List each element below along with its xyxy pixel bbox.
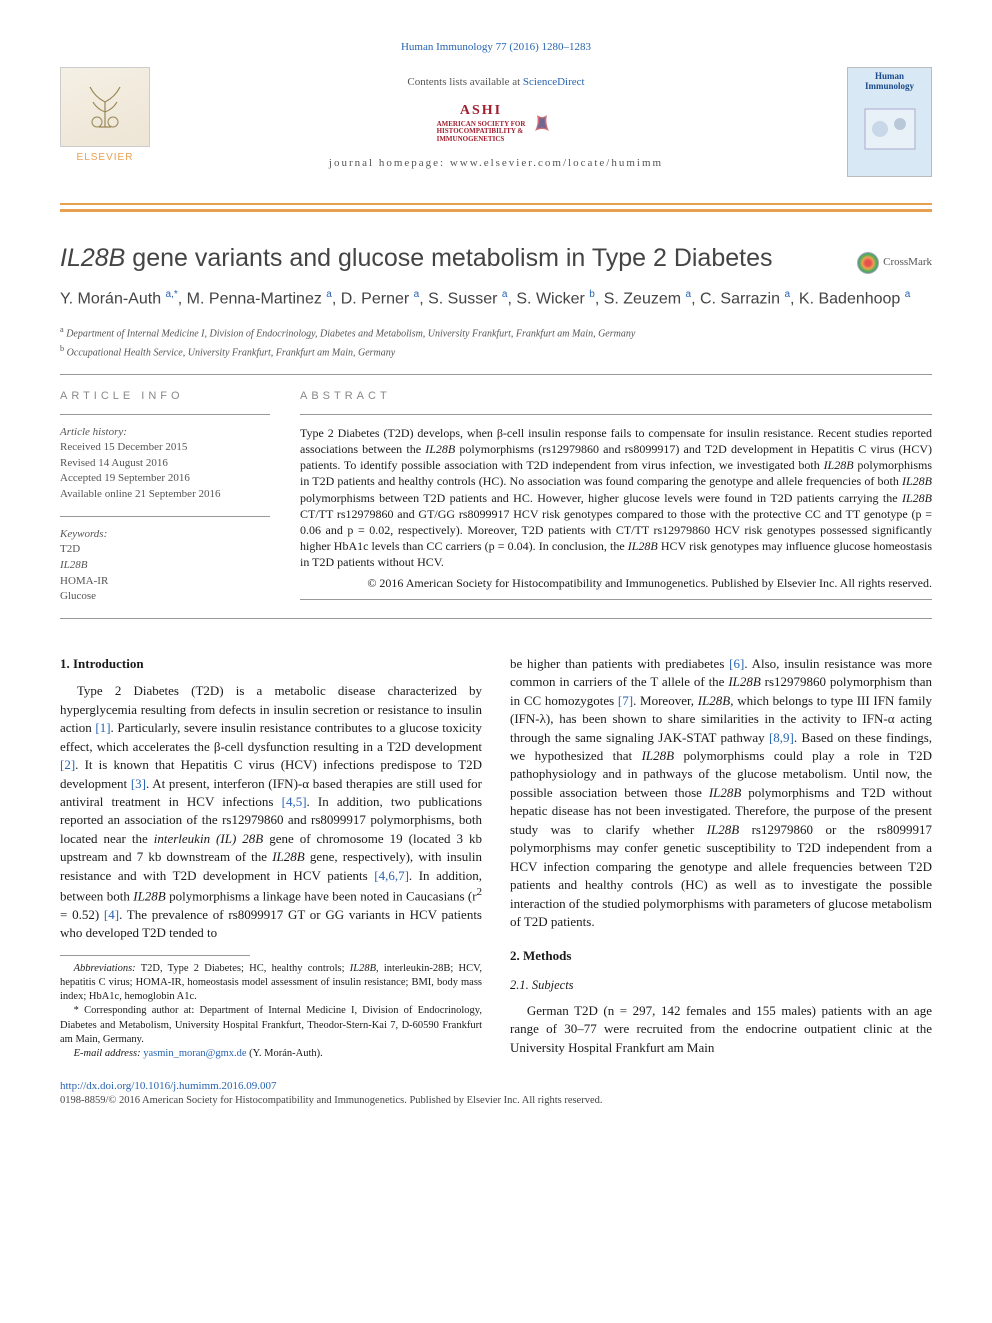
journal-cover: Human Immunology <box>847 67 932 177</box>
cover-art-icon <box>860 104 920 154</box>
contents-line: Contents lists available at ScienceDirec… <box>60 75 932 90</box>
ashi-ribbon-icon <box>529 111 555 137</box>
masthead: ELSEVIER Human Immunology Contents lists… <box>60 67 932 197</box>
history-received: Received 15 December 2015 <box>60 440 270 455</box>
affiliation-b: b Occupational Health Service, Universit… <box>60 343 932 360</box>
affiliations: a Department of Internal Medicine I, Div… <box>60 324 932 360</box>
rule-orange <box>60 209 932 212</box>
info-head: article info <box>60 389 270 404</box>
rule-top <box>60 203 932 205</box>
doi-link[interactable]: http://dx.doi.org/10.1016/j.humimm.2016.… <box>60 1080 276 1092</box>
footnote-abbrev: Abbreviations: T2D, Type 2 Diabetes; HC,… <box>60 962 482 1005</box>
footnote-rule <box>60 955 250 956</box>
ashi-logo: ASHI AMERICAN SOCIETY FOR HISTOCOMPATIBI… <box>437 102 556 146</box>
section-21-p1: German T2D (n = 297, 142 females and 155… <box>510 1002 932 1057</box>
sciencedirect-link[interactable]: ScienceDirect <box>523 76 585 88</box>
ashi-main: ASHI <box>437 102 526 121</box>
section-1-p2: be higher than patients with prediabetes… <box>510 655 932 932</box>
abstract-text: Type 2 Diabetes (T2D) develops, when β-c… <box>300 425 932 571</box>
keywords-label: Keywords: <box>60 527 270 542</box>
crossmark-icon <box>857 252 879 274</box>
section-1-p1: Type 2 Diabetes (T2D) is a metabolic dis… <box>60 682 482 943</box>
section-1-head: 1. Introduction <box>60 655 482 673</box>
email-link[interactable]: yasmin_moran@gmx.de <box>143 1048 246 1059</box>
divider <box>60 374 932 375</box>
divider-main <box>60 618 932 619</box>
history-accepted: Accepted 19 September 2016 <box>60 471 270 486</box>
doi: http://dx.doi.org/10.1016/j.humimm.2016.… <box>60 1079 932 1094</box>
abstract: abstract Type 2 Diabetes (T2D) develops,… <box>300 389 932 610</box>
keyword: HOMA-IR <box>60 574 270 589</box>
homepage-line: journal homepage: www.elsevier.com/locat… <box>60 156 932 171</box>
crossmark-label: CrossMark <box>883 255 932 270</box>
keyword: T2D <box>60 542 270 557</box>
footnote-email: E-mail address: yasmin_moran@gmx.de (Y. … <box>60 1047 482 1061</box>
history-revised: Revised 14 August 2016 <box>60 456 270 471</box>
elsevier-logo: ELSEVIER <box>60 67 150 177</box>
article-info: article info Article history: Received 1… <box>60 389 270 610</box>
keyword: Glucose <box>60 589 270 604</box>
affiliation-a: a Department of Internal Medicine I, Div… <box>60 324 932 341</box>
column-right: be higher than patients with prediabetes… <box>510 655 932 1061</box>
column-left: 1. Introduction Type 2 Diabetes (T2D) is… <box>60 655 482 1061</box>
footnote-corresp: * Corresponding author at: Department of… <box>60 1004 482 1047</box>
crossmark[interactable]: CrossMark <box>857 252 932 274</box>
copyright: © 2016 American Society for Histocompati… <box>300 575 932 591</box>
history-label: Article history: <box>60 425 270 440</box>
elsevier-label: ELSEVIER <box>60 151 150 165</box>
authors: Y. Morán-Auth a,*, M. Penna-Martinez a, … <box>60 288 932 311</box>
history-online: Available online 21 September 2016 <box>60 487 270 502</box>
citation-link[interactable]: Human Immunology 77 (2016) 1280–1283 <box>401 41 591 53</box>
issn-copyright: 0198-8859/© 2016 American Society for Hi… <box>60 1094 932 1108</box>
elsevier-tree-icon <box>75 77 135 137</box>
section-21-head: 2.1. Subjects <box>510 977 932 994</box>
article-title: IL28B gene variants and glucose metaboli… <box>60 242 932 276</box>
cover-title: Human Immunology <box>848 68 931 96</box>
journal-citation: Human Immunology 77 (2016) 1280–1283 <box>60 40 932 55</box>
abstract-head: abstract <box>300 389 932 404</box>
keyword: IL28B <box>60 558 270 573</box>
ashi-sub3: IMMUNOGENETICS <box>437 136 526 144</box>
section-2-head: 2. Methods <box>510 947 932 965</box>
